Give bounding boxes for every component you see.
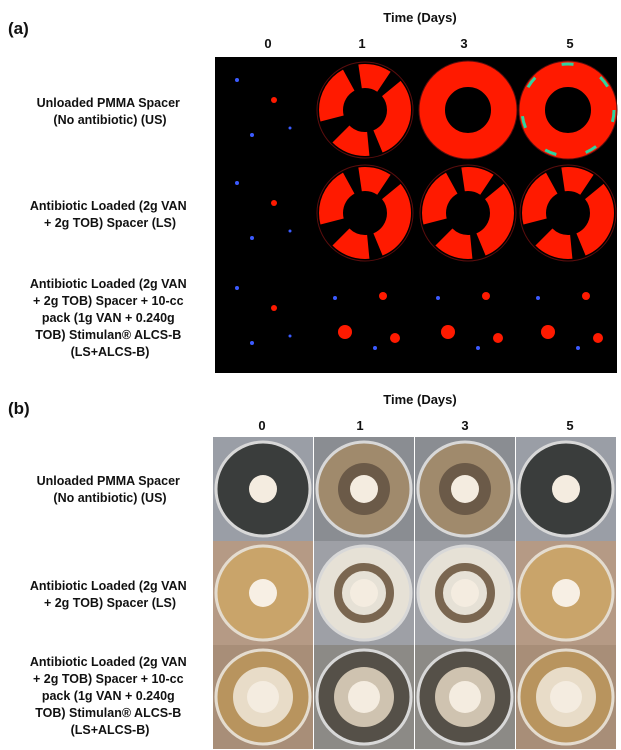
fluorescence-images: [215, 57, 617, 373]
row-label-line: TOB) Stimulan® ALCS-B: [35, 328, 181, 342]
row-label: Antibiotic Loaded (2g VAN + 2g TOB) Spac…: [30, 199, 190, 230]
panel-label: (b): [8, 399, 30, 418]
column-label: 1: [358, 36, 365, 51]
figure: (a) Time (Days) 0 1 3 5 Unloaded PMMA Sp…: [0, 0, 621, 750]
column-label: 0: [264, 36, 271, 51]
column-label: 3: [461, 418, 468, 433]
column-label: 5: [566, 418, 573, 433]
row-label: Antibiotic Loaded (2g VAN + 2g TOB) Spac…: [30, 655, 190, 737]
row-label-line: pack (1g VAN + 0.240g: [42, 689, 175, 703]
row-label-line: TOB) Stimulan® ALCS-B: [35, 706, 181, 720]
column-label: 3: [460, 36, 467, 51]
row-label-line: (LS+ALCS-B): [71, 345, 150, 359]
row-label: Antibiotic Loaded (2g VAN + 2g TOB) Spac…: [30, 277, 190, 359]
row-label-line: Antibiotic Loaded (2g VAN: [30, 655, 187, 669]
row-label: Antibiotic Loaded (2g VAN + 2g TOB) Spac…: [30, 579, 190, 610]
row-label-line: Antibiotic Loaded (2g VAN: [30, 199, 187, 213]
axis-title: Time (Days): [383, 10, 456, 25]
row-label-line: + 2g TOB) Spacer + 10-cc: [33, 672, 184, 686]
row-label: Unloaded PMMA Spacer (No antibiotic) (US…: [37, 474, 184, 505]
column-label: 0: [258, 418, 265, 433]
row-label-line: Unloaded PMMA Spacer: [37, 96, 180, 110]
row-label-line: + 2g TOB) Spacer (LS): [44, 216, 176, 230]
photo-tiles: [213, 437, 616, 749]
row-label-line: (No antibiotic) (US): [53, 491, 166, 505]
column-label: 1: [356, 418, 363, 433]
row-label-line: Antibiotic Loaded (2g VAN: [30, 277, 187, 291]
row-label-line: (No antibiotic) (US): [53, 113, 166, 127]
row-label-line: + 2g TOB) Spacer + 10-cc: [33, 294, 184, 308]
row-label: Unloaded PMMA Spacer (No antibiotic) (US…: [37, 96, 184, 127]
column-label: 5: [566, 36, 573, 51]
row-label-line: pack (1g VAN + 0.240g: [42, 311, 175, 325]
row-label-line: + 2g TOB) Spacer (LS): [44, 596, 176, 610]
panel-label: (a): [8, 19, 29, 38]
axis-title: Time (Days): [383, 392, 456, 407]
row-label-line: Antibiotic Loaded (2g VAN: [30, 579, 187, 593]
row-label-line: (LS+ALCS-B): [71, 723, 150, 737]
row-label-line: Unloaded PMMA Spacer: [37, 474, 180, 488]
